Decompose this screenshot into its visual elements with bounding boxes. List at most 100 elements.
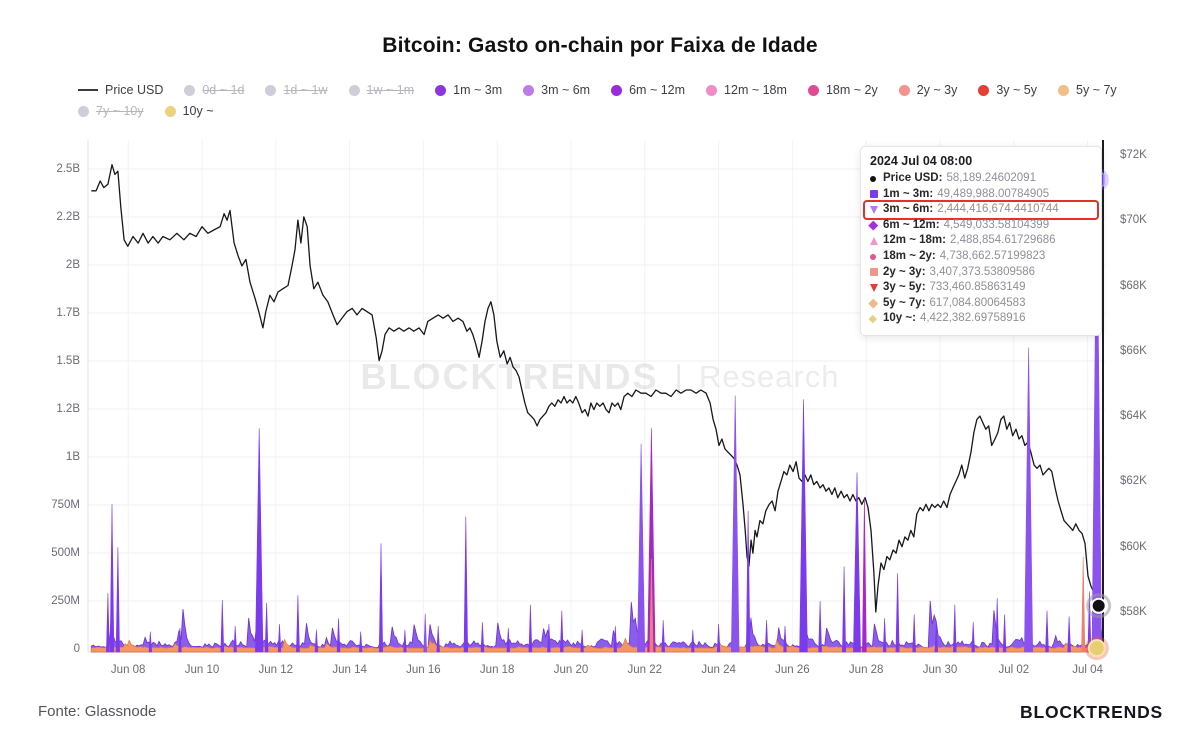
diamond-marker-icon <box>868 220 883 231</box>
footer-source: Fonte: Glassnode <box>38 703 157 720</box>
tooltip-series-value: 49,489,988.00784905 <box>937 187 1050 200</box>
spike <box>649 558 654 653</box>
legend-item-0d-1d[interactable]: 0d ~ 1d <box>184 83 244 97</box>
spike <box>480 622 485 653</box>
legend-item-1d-1w[interactable]: 1d ~ 1w <box>265 83 328 97</box>
spike <box>853 472 861 653</box>
spike <box>423 613 428 653</box>
legend: Price USD 0d ~ 1d 1d ~ 1w 1w ~ 1m 1m ~ 3m 3m … <box>78 83 1136 125</box>
spike <box>1024 347 1034 653</box>
sq-marker-icon <box>870 268 883 277</box>
tooltip-row: 12m ~ 18m: 2,488,854.61729686 <box>870 233 1092 249</box>
noise-area-violet <box>90 600 1104 653</box>
tooltip-series-label: Price USD: <box>883 172 943 184</box>
x-axis-tick-label: Jun 08 <box>110 664 146 676</box>
spike <box>109 503 115 653</box>
legend-item-1w-1m[interactable]: 1w ~ 1m <box>348 83 415 97</box>
legend-item-12m-18m[interactable]: 12m ~ 18m <box>706 83 787 97</box>
dot-marker-icon <box>870 253 883 260</box>
spike <box>296 595 300 653</box>
legend-item-price-usd[interactable]: Price USD <box>78 83 163 97</box>
tooltip-row: Price USD: 58,189.24602091 <box>870 171 1092 187</box>
spike <box>952 604 957 653</box>
legend-dot-marker-icon <box>898 84 910 96</box>
tooltip-series-value: 4,738,662.57199823 <box>939 249 1046 262</box>
tooltip-series-label: 12m ~ 18m: <box>883 234 946 247</box>
legend-item-7y-10y[interactable]: 7y ~ 10y <box>78 104 144 118</box>
legend-item-label: 7y ~ 10y <box>96 104 144 118</box>
spike <box>1045 610 1049 653</box>
x-axis-tick-label: Jun 14 <box>332 664 367 676</box>
tooltip-series-value: 4,549,033.58104399 <box>943 218 1050 231</box>
x-axis-tick-label: Jun 10 <box>184 664 220 676</box>
spike <box>613 625 618 653</box>
legend-item-5y-7y[interactable]: 5y ~ 7y <box>1058 83 1117 97</box>
spike <box>378 543 384 653</box>
tooltip-row: 2y ~ 3y: 3,407,373.53809586 <box>870 265 1092 281</box>
legend-item-label: 3y ~ 5y <box>996 83 1038 97</box>
spike <box>336 618 341 653</box>
legend-dot-marker-icon <box>978 84 990 96</box>
spike <box>882 618 887 653</box>
right-axis-tick-label: $64K <box>1120 410 1147 423</box>
legend-dot-marker-icon <box>348 84 360 96</box>
legend-item-1m-3m[interactable]: 1m ~ 3m <box>435 83 502 97</box>
marker-halo <box>1086 593 1112 619</box>
legend-item-label: 12m ~ 18m <box>724 83 787 97</box>
tri-down-marker-icon <box>870 283 883 292</box>
spike <box>764 620 769 653</box>
spike <box>403 629 407 653</box>
tooltip: 2024 Jul 04 08:00 Price USD: 58,189.24602… <box>860 146 1102 336</box>
x-axis-tick-label: Jun 24 <box>701 664 736 676</box>
tooltip-series-label: 18m ~ 2y: <box>883 249 936 262</box>
left-axis-tick-label: 2B <box>65 259 80 271</box>
spike <box>559 610 564 653</box>
right-axis-tick-label: $62K <box>1120 475 1147 488</box>
x-axis-tick-label: Jun 22 <box>627 664 663 676</box>
right-axis-tick-label: $68K <box>1120 279 1147 292</box>
legend-item-2y-3y[interactable]: 2y ~ 3y <box>898 83 958 97</box>
spike <box>1067 616 1071 653</box>
diamond-sm-marker-icon <box>868 315 883 324</box>
legend-item-18m-2y[interactable]: 18m ~ 2y <box>807 83 878 97</box>
tooltip-series-label: 3m ~ 6m: <box>883 203 934 216</box>
x-axis-tick-label: Jun 12 <box>258 664 294 676</box>
spike <box>178 627 182 653</box>
tooltip-series-label: 2y ~ 3y: <box>883 265 926 278</box>
sq-marker-icon <box>870 190 883 199</box>
tooltip-row-highlighted: 3m ~ 6m: 2,444,416,674.4410744 <box>865 202 1097 218</box>
right-axis-tick-label: $72K <box>1120 148 1147 161</box>
left-axis-tick-label: 1.7B <box>56 307 80 319</box>
spike <box>1002 614 1007 653</box>
dot-marker-icon <box>870 175 883 182</box>
tooltip-series-label: 5y ~ 7y: <box>883 296 926 309</box>
legend-item-label: 0d ~ 1d <box>202 83 245 97</box>
legend-item-label: 1m ~ 3m <box>453 83 503 97</box>
tooltip-row: 18m ~ 2y: 4,738,662.57199823 <box>870 249 1092 265</box>
legend-item-6m-12m[interactable]: 6m ~ 12m <box>611 83 685 97</box>
legend-item-10y-[interactable]: 10y ~ <box>164 104 214 118</box>
spike <box>106 593 110 653</box>
spike <box>580 629 584 653</box>
left-axis-tick-label: 0 <box>73 643 80 655</box>
left-axis-tick-label: 250M <box>51 595 80 607</box>
spike <box>716 623 721 653</box>
tooltip-series-value: 2,444,416,674.4410744 <box>937 203 1059 216</box>
spike <box>934 623 939 653</box>
legend-item-label: 1w ~ 1m <box>366 83 415 97</box>
footer-brand-logo: BLOCKTRENDS <box>1020 702 1163 722</box>
spike <box>842 566 847 653</box>
legend-item-label: 6m ~ 12m <box>629 83 686 97</box>
legend-row-2: 7y ~ 10y 10y ~ <box>78 104 1136 118</box>
tooltip-series-value: 58,189.24602091 <box>946 172 1036 184</box>
legend-item-label: 2y ~ 3y <box>916 83 958 97</box>
x-axis-tick-label: Jul 04 <box>1072 664 1103 676</box>
x-axis-tick-label: Jun 16 <box>406 664 441 676</box>
tooltip-row: 3y ~ 5y: 733,460.85863149 <box>870 280 1092 296</box>
legend-item-3m-6m[interactable]: 3m ~ 6m <box>523 83 590 97</box>
left-axis-tick-label: 500M <box>51 547 80 559</box>
tooltip-row: 5y ~ 7y: 617,084.80064583 <box>868 296 1092 312</box>
legend-item-3y-5y[interactable]: 3y ~ 5y <box>978 83 1037 97</box>
